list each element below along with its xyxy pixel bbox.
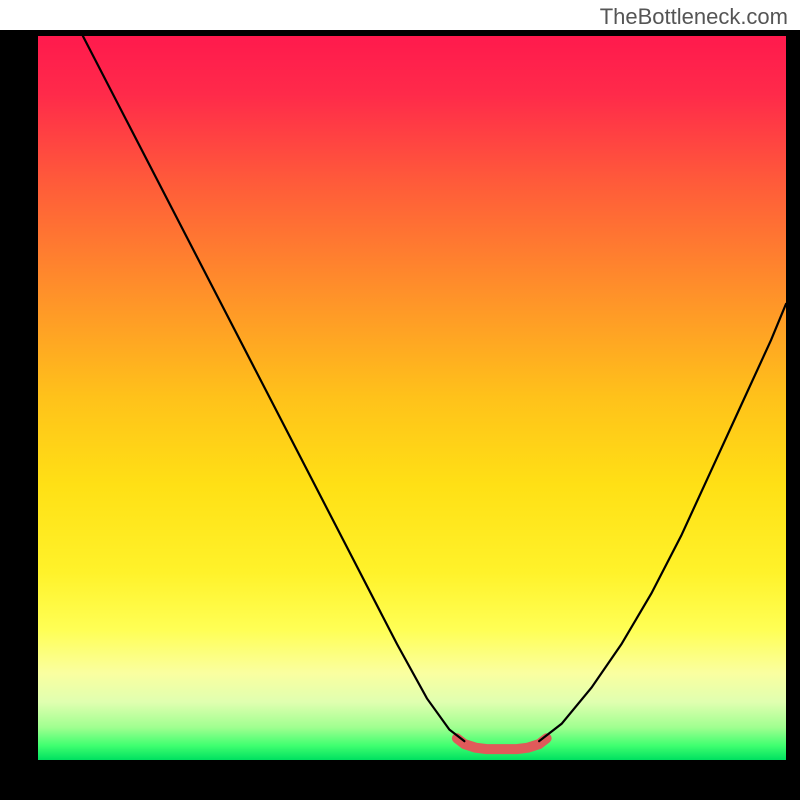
- curve-layer: [38, 36, 786, 760]
- bottom-marker-path: [457, 738, 547, 749]
- chart-container: TheBottleneck.com: [0, 0, 800, 800]
- plot-area: [38, 36, 786, 760]
- left-curve-path: [83, 36, 464, 741]
- right-curve-path: [539, 304, 786, 741]
- watermark-text: TheBottleneck.com: [600, 4, 788, 30]
